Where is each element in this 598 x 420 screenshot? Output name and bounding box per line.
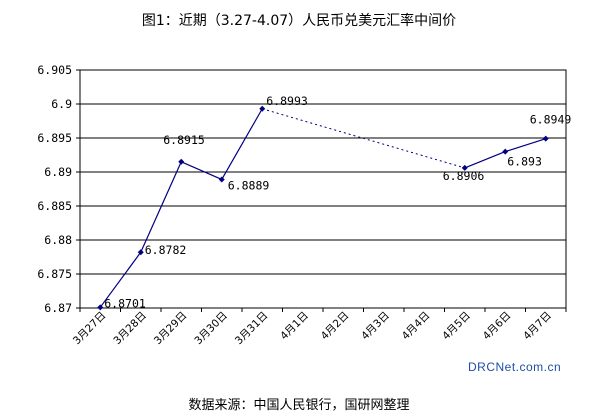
x-tick-label: 3月30日 [192, 310, 230, 348]
data-points [97, 105, 549, 311]
x-axis-ticks: 3月27日 3月28日 3月29日 3月30日 3月31日 4月1日 4月2日 4月3日 4月4… [71, 308, 567, 348]
x-tick-label: 4月3日 [359, 310, 392, 343]
gridlines [80, 69, 566, 309]
x-tick-label: 4月2日 [319, 310, 352, 343]
series-segment [464, 151, 506, 169]
y-tick-label: 6.895 [37, 131, 72, 145]
series-line [99, 108, 546, 308]
data-label: 6.8701 [104, 296, 146, 310]
data-label: 6.8915 [163, 133, 205, 147]
y-tick-label: 6.905 [37, 63, 72, 77]
series-segment [221, 108, 263, 180]
plot-border [79, 69, 567, 309]
x-tick-label: 3月29日 [152, 310, 190, 348]
gap-connector [262, 108, 465, 169]
y-tick-label: 6.885 [37, 199, 72, 213]
data-point [461, 164, 468, 171]
x-tick-label: 4月6日 [481, 310, 514, 343]
plot-area [79, 69, 567, 309]
source-note: 数据来源：中国人民银行，国研网整理 [188, 398, 410, 413]
y-tick-label: 6.89 [44, 165, 72, 179]
data-point [137, 249, 144, 256]
data-label: 6.8889 [228, 178, 270, 192]
x-tick-label: 4月5日 [440, 310, 473, 343]
data-label: 6.8993 [266, 94, 308, 108]
x-tick-label: 3月28日 [111, 310, 149, 348]
y-tick-label: 6.87 [44, 301, 72, 315]
series-segment [181, 161, 222, 181]
chart-title: 图1：近期（3.27-4.07）人民币兑美元汇率中间价 [141, 13, 457, 29]
data-label: 6.8782 [145, 243, 187, 257]
y-tick-label: 6.9 [51, 97, 72, 111]
data-label: 6.8949 [530, 113, 572, 127]
data-labels: 6.8701 6.8782 6.8915 6.8889 6.8993 6.8906 6.89… [104, 94, 571, 311]
watermark: DRCNet.com.cn [468, 360, 562, 374]
data-label: 6.893 [507, 155, 542, 169]
y-tick-label: 6.88 [44, 233, 72, 247]
data-point [542, 135, 549, 142]
series-segment [140, 161, 182, 253]
x-tick-label: 3月27日 [71, 310, 109, 348]
data-point [97, 304, 104, 311]
x-tick-label: 4月7日 [521, 310, 554, 343]
data-point [218, 176, 225, 183]
data-point [178, 158, 185, 165]
y-tick-label: 6.875 [37, 267, 72, 281]
data-label: 6.8906 [443, 169, 485, 183]
x-tick-label: 3月31日 [233, 310, 271, 348]
data-point [259, 105, 266, 112]
y-axis-ticks: 6.87 6.875 6.88 6.885 6.89 6.895 6.9 6.905 [37, 63, 80, 315]
x-tick-label: 4月1日 [278, 310, 311, 343]
x-tick-label: 4月4日 [400, 310, 433, 343]
data-point [502, 148, 509, 155]
series-segment [505, 138, 546, 153]
series-segment [99, 251, 142, 308]
